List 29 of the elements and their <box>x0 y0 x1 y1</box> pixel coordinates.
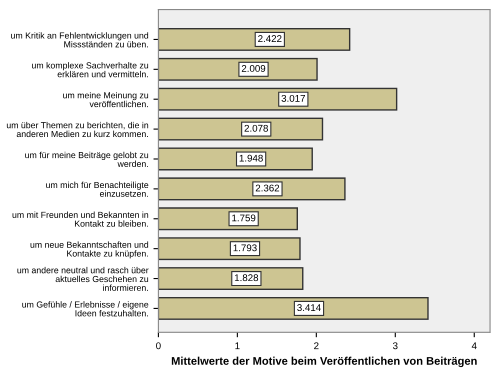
data-label: 1.948 <box>240 154 263 162</box>
data-label: 1.793 <box>234 244 257 252</box>
y-tick-label: um mit Freunden und Bekannten in Kontakt zu bleiben. <box>12 212 148 227</box>
x-tick-label: 1 <box>235 342 240 350</box>
data-label: 3.414 <box>297 304 321 312</box>
y-tick-label: um Gefühle / Erlebnisse / eigene Ideen festzuhalten. <box>22 301 148 316</box>
x-tick-label: 0 <box>156 342 161 350</box>
data-label: 2.362 <box>256 184 280 192</box>
data-label: 2.078 <box>244 124 268 132</box>
x-axis-title: Mittelwerte der Motive beim Veröffentlichen von Beiträgen <box>172 356 477 368</box>
y-tick-label: um komplexe Sachverhalte zu erklären und vermitteln. <box>32 62 148 78</box>
bar <box>158 88 398 111</box>
x-tick-label: 2 <box>314 342 319 350</box>
bar <box>158 296 429 320</box>
y-tick-label: um meine Meinung zu veröffentlichen. <box>63 92 148 108</box>
data-label: 2.009 <box>242 65 266 72</box>
y-tick-label: um mich für Benachteiligte einzusetzen. <box>46 182 148 197</box>
data-label: 3.017 <box>282 94 305 102</box>
y-tick-label: um über Themen zu berichten, die in anderen Medien zu kurz kommen. <box>6 122 148 138</box>
data-label: 2.422 <box>258 35 282 42</box>
y-tick-label: um andere neutral und rasch über aktuelles Geschehen zu informieren. <box>17 266 149 291</box>
bar <box>158 28 350 51</box>
x-tick-label: 3 <box>392 342 398 350</box>
data-label: 1.759 <box>232 214 256 222</box>
data-label: 1.828 <box>234 274 258 282</box>
y-tick-label: um Kritik an Fehlentwicklungen und Missständen zu üben. <box>11 32 148 48</box>
x-tick-label: 4 <box>472 342 477 350</box>
y-tick-label: um für meine Beiträge gelobt zu werden. <box>25 152 148 167</box>
y-tick-label: um neue Bekanntschaften und Kontakte zu knüpfen. <box>30 241 148 258</box>
